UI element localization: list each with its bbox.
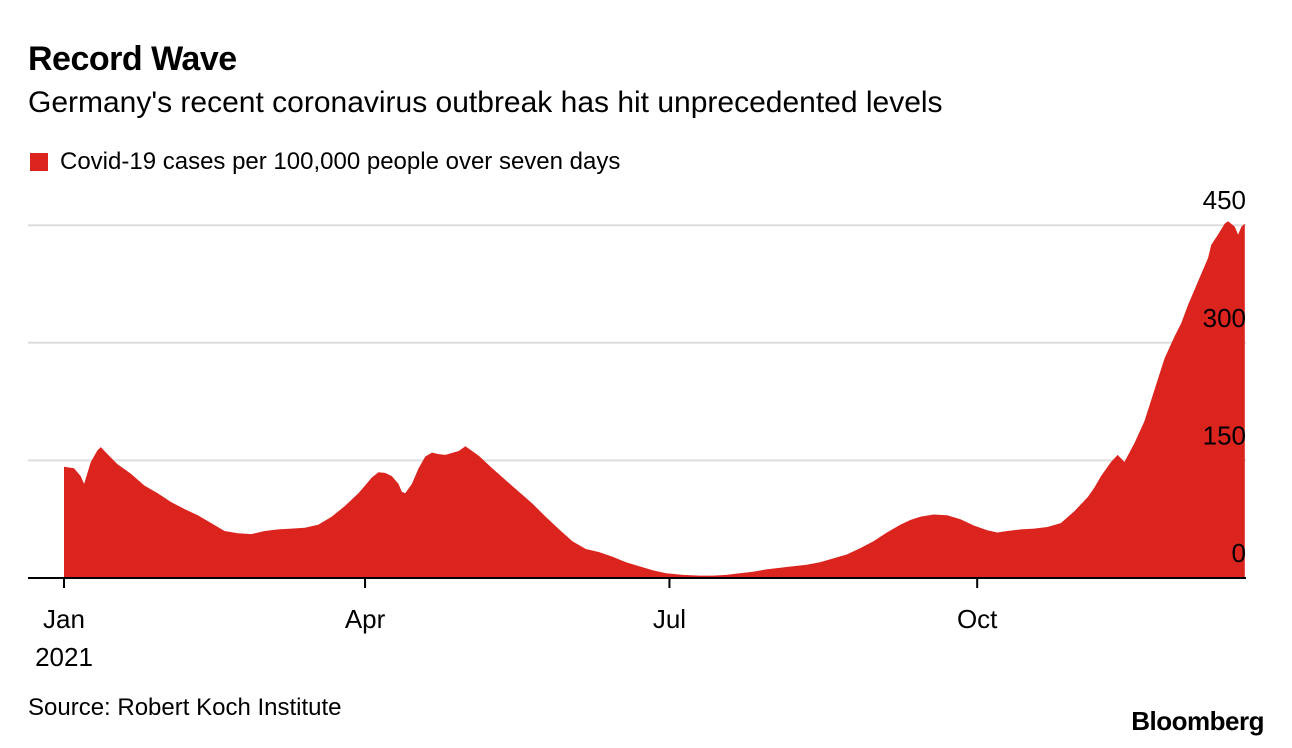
grid-lines	[28, 224, 1246, 462]
legend: Covid-19 cases per 100,000 people over s…	[30, 148, 620, 176]
chart-title: Record Wave	[28, 40, 237, 78]
y-tick-label: 300	[1203, 303, 1246, 333]
x-year-label: 2021	[35, 642, 93, 672]
x-tick-label: Oct	[957, 604, 998, 634]
legend-swatch	[30, 153, 48, 171]
y-tick-labels: 0 150 300 450	[1203, 185, 1246, 568]
chart-subtitle: Germany's recent coronavirus outbreak ha…	[28, 86, 943, 119]
source-note: Source: Robert Koch Institute	[28, 694, 342, 721]
series-area	[64, 221, 1245, 579]
x-tick-label: Apr	[345, 604, 386, 634]
x-tick-labels: Jan Apr Jul Oct 2021	[35, 604, 998, 672]
y-tick-label: 0	[1232, 538, 1246, 568]
axes	[28, 577, 1246, 588]
x-tick-label: Jul	[653, 604, 686, 634]
y-tick-label: 150	[1203, 420, 1246, 450]
x-tick-label: Jan	[43, 604, 85, 634]
series-area-group	[64, 221, 1245, 579]
legend-label: Covid-19 cases per 100,000 people over s…	[60, 148, 621, 175]
y-tick-label: 450	[1203, 185, 1246, 215]
brand-logo: Bloomberg	[1131, 706, 1264, 736]
